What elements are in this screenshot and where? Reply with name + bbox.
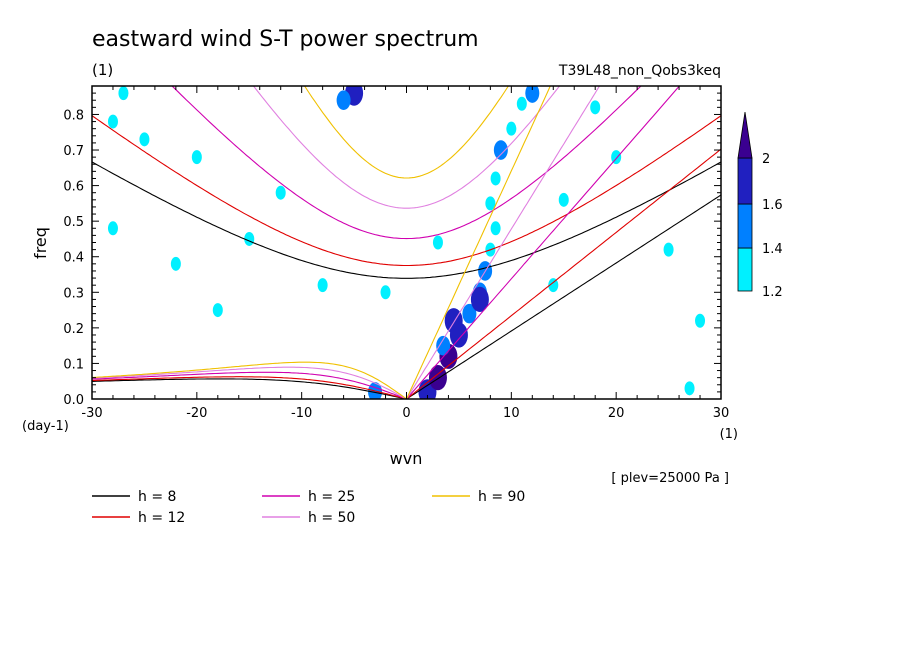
x-tick-label: 10: [503, 406, 520, 421]
curve-h90-rossby: [92, 361, 407, 399]
power-blob-9: [490, 221, 501, 236]
power-blob-16: [470, 286, 489, 313]
legend-label: h = 50: [308, 510, 355, 526]
y-tick-label: 0.6: [63, 180, 84, 195]
x-tick-label: -10: [291, 406, 312, 421]
power-blob-13: [506, 121, 517, 136]
power-blobs: [107, 86, 706, 399]
y-tick-label: 0.3: [63, 286, 84, 301]
run-label: T39L48_non_Qobs3keq: [558, 63, 721, 79]
power-blob-24: [244, 231, 255, 246]
title-unit: (1): [92, 61, 113, 79]
power-blob-35: [695, 313, 706, 328]
colorbar-segment: [737, 247, 753, 292]
legend-label: h = 90: [478, 489, 525, 505]
curve-h25-kelvin: [406, 86, 681, 399]
y-tick-label: 0.0: [63, 393, 84, 408]
colorbar-segment: [737, 203, 753, 249]
curve-h50-rossby: [92, 366, 407, 399]
power-blob-17: [436, 335, 451, 356]
plot-frame: [91, 85, 722, 400]
x-tick-label: 20: [608, 406, 625, 421]
power-blob-39: [684, 381, 695, 396]
colorbar-label: 1.4: [762, 242, 783, 257]
y-tick-label: 0.8: [63, 108, 84, 123]
colorbar-arrow: [737, 111, 753, 159]
curve-h90-inertia-gravity: [303, 86, 510, 179]
curve-h25-inertia-gravity: [171, 86, 642, 240]
power-blob-10: [485, 196, 496, 211]
legend: h = 8 h = 12 h = 25 h = 50 h = 90: [92, 489, 525, 526]
power-blob-33: [590, 100, 601, 115]
curve-h8-rossby: [92, 378, 407, 399]
y-unit: (day-1): [22, 419, 69, 434]
power-blob-25: [275, 185, 286, 200]
curve-h12-rossby: [92, 376, 407, 399]
plev-note: [ plev=25000 Pa ]: [611, 471, 729, 486]
legend-label: h = 25: [308, 489, 355, 505]
power-blob-20: [118, 86, 129, 101]
colorbar-segment: [737, 157, 753, 205]
legend-label: h = 12: [138, 510, 185, 526]
y-axis: 0.0 0.1 0.2 0.3 0.4 0.5 0.6 0.7 0.8: [63, 85, 721, 408]
chart-title: eastward wind S-T power spectrum: [92, 27, 479, 52]
power-blob-19: [336, 90, 351, 111]
power-blob-15: [525, 86, 540, 103]
power-blob-22: [107, 114, 118, 129]
colorbar-label: 2: [762, 152, 770, 167]
x-tick-label: -30: [81, 406, 102, 421]
power-blob-21: [139, 132, 150, 147]
power-blob-38: [212, 303, 223, 318]
x-tick-label: 30: [713, 406, 730, 421]
power-blob-23: [191, 150, 202, 165]
colorbar: 1.2 1.4 1.6 2: [737, 111, 783, 300]
power-blob-12: [493, 140, 508, 160]
colorbar-label: 1.6: [762, 198, 783, 213]
curve-h90-kelvin: [405, 86, 551, 399]
dispersion-curves: [92, 86, 721, 399]
y-tick-label: 0.7: [63, 144, 84, 159]
x-unit: (1): [720, 427, 738, 442]
power-blob-14: [516, 96, 527, 111]
x-tick-label: -20: [186, 406, 207, 421]
power-blob-29: [380, 285, 391, 300]
curve-h12-inertia-gravity: [92, 115, 721, 267]
power-blob-31: [558, 192, 569, 207]
power-blob-30: [432, 235, 443, 250]
x-axis: -30 -20 -10 0 10 20 30: [81, 86, 729, 421]
power-blob-36: [548, 278, 559, 293]
legend-label: h = 8: [138, 489, 176, 505]
power-blob-27: [170, 256, 181, 271]
y-tick-label: 0.4: [63, 251, 84, 266]
power-blob-28: [317, 278, 328, 293]
y-tick-label: 0.5: [63, 215, 84, 230]
y-axis-label: freq: [31, 227, 50, 259]
curve-h50-kelvin: [406, 86, 601, 399]
power-blob-26: [107, 221, 118, 236]
curve-h50-inertia-gravity: [252, 86, 561, 209]
curve-h12-kelvin: [406, 148, 721, 399]
curve-h8-kelvin: [406, 194, 721, 399]
power-blob-34: [663, 242, 674, 257]
curve-h25-rossby: [92, 371, 407, 399]
y-tick-label: 0.2: [63, 322, 84, 337]
y-tick-label: 0.1: [63, 357, 84, 372]
power-blob-11: [490, 171, 501, 186]
x-tick-label: 0: [402, 406, 410, 421]
power-blob-1: [428, 365, 447, 391]
x-axis-label: wvn: [390, 449, 423, 468]
colorbar-label: 1.2: [762, 285, 783, 300]
power-blob-4: [462, 303, 477, 324]
curve-h8-inertia-gravity: [92, 161, 721, 279]
